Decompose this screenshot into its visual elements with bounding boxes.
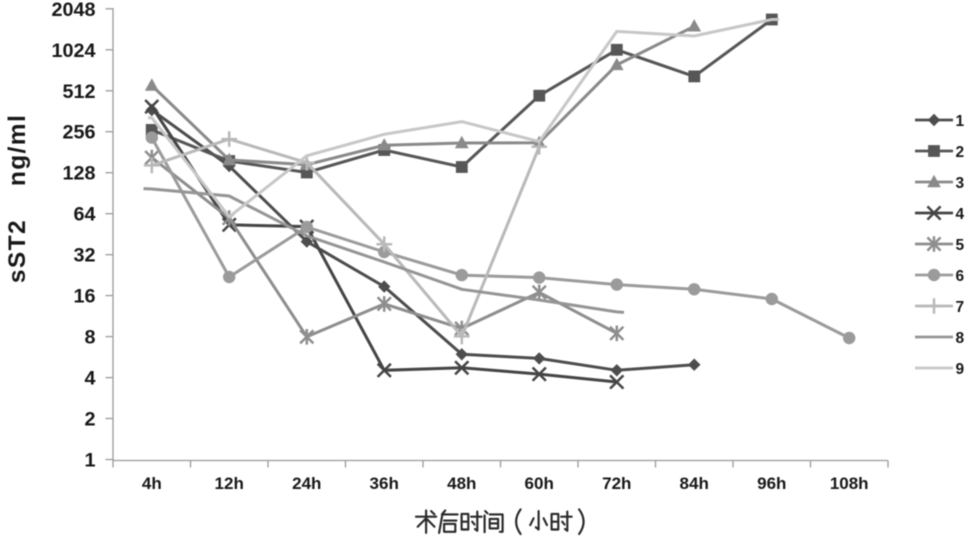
svg-text:108h: 108h [830,474,869,493]
svg-text:4: 4 [956,206,965,223]
svg-text:8: 8 [956,330,965,347]
svg-text:72h: 72h [602,474,631,493]
svg-text:128: 128 [62,163,95,185]
svg-text:12h: 12h [215,474,244,493]
svg-text:2: 2 [956,144,965,161]
svg-text:1: 1 [84,450,95,472]
svg-text:sST2 ng/ml: sST2 ng/ml [4,114,31,283]
svg-text:5: 5 [956,237,965,254]
svg-text:512: 512 [62,81,95,103]
svg-text:8: 8 [84,327,95,349]
svg-text:16: 16 [73,286,95,308]
svg-text:7: 7 [956,299,965,316]
svg-text:64: 64 [73,204,95,226]
svg-text:6: 6 [956,268,965,285]
svg-text:1: 1 [956,113,965,130]
svg-text:32: 32 [73,245,95,267]
svg-text:96h: 96h [757,474,786,493]
svg-text:84h: 84h [680,474,709,493]
svg-text:4: 4 [84,368,95,390]
svg-text:60h: 60h [525,474,554,493]
svg-text:1024: 1024 [51,40,95,62]
svg-text:2: 2 [84,409,95,431]
svg-text:4h: 4h [142,474,162,493]
svg-text:3: 3 [956,175,965,192]
svg-text:36h: 36h [370,474,399,493]
svg-text:256: 256 [62,122,95,144]
svg-text:2048: 2048 [51,0,95,21]
svg-text:9: 9 [956,361,965,378]
svg-text:24h: 24h [292,474,321,493]
svg-text:48h: 48h [447,474,476,493]
